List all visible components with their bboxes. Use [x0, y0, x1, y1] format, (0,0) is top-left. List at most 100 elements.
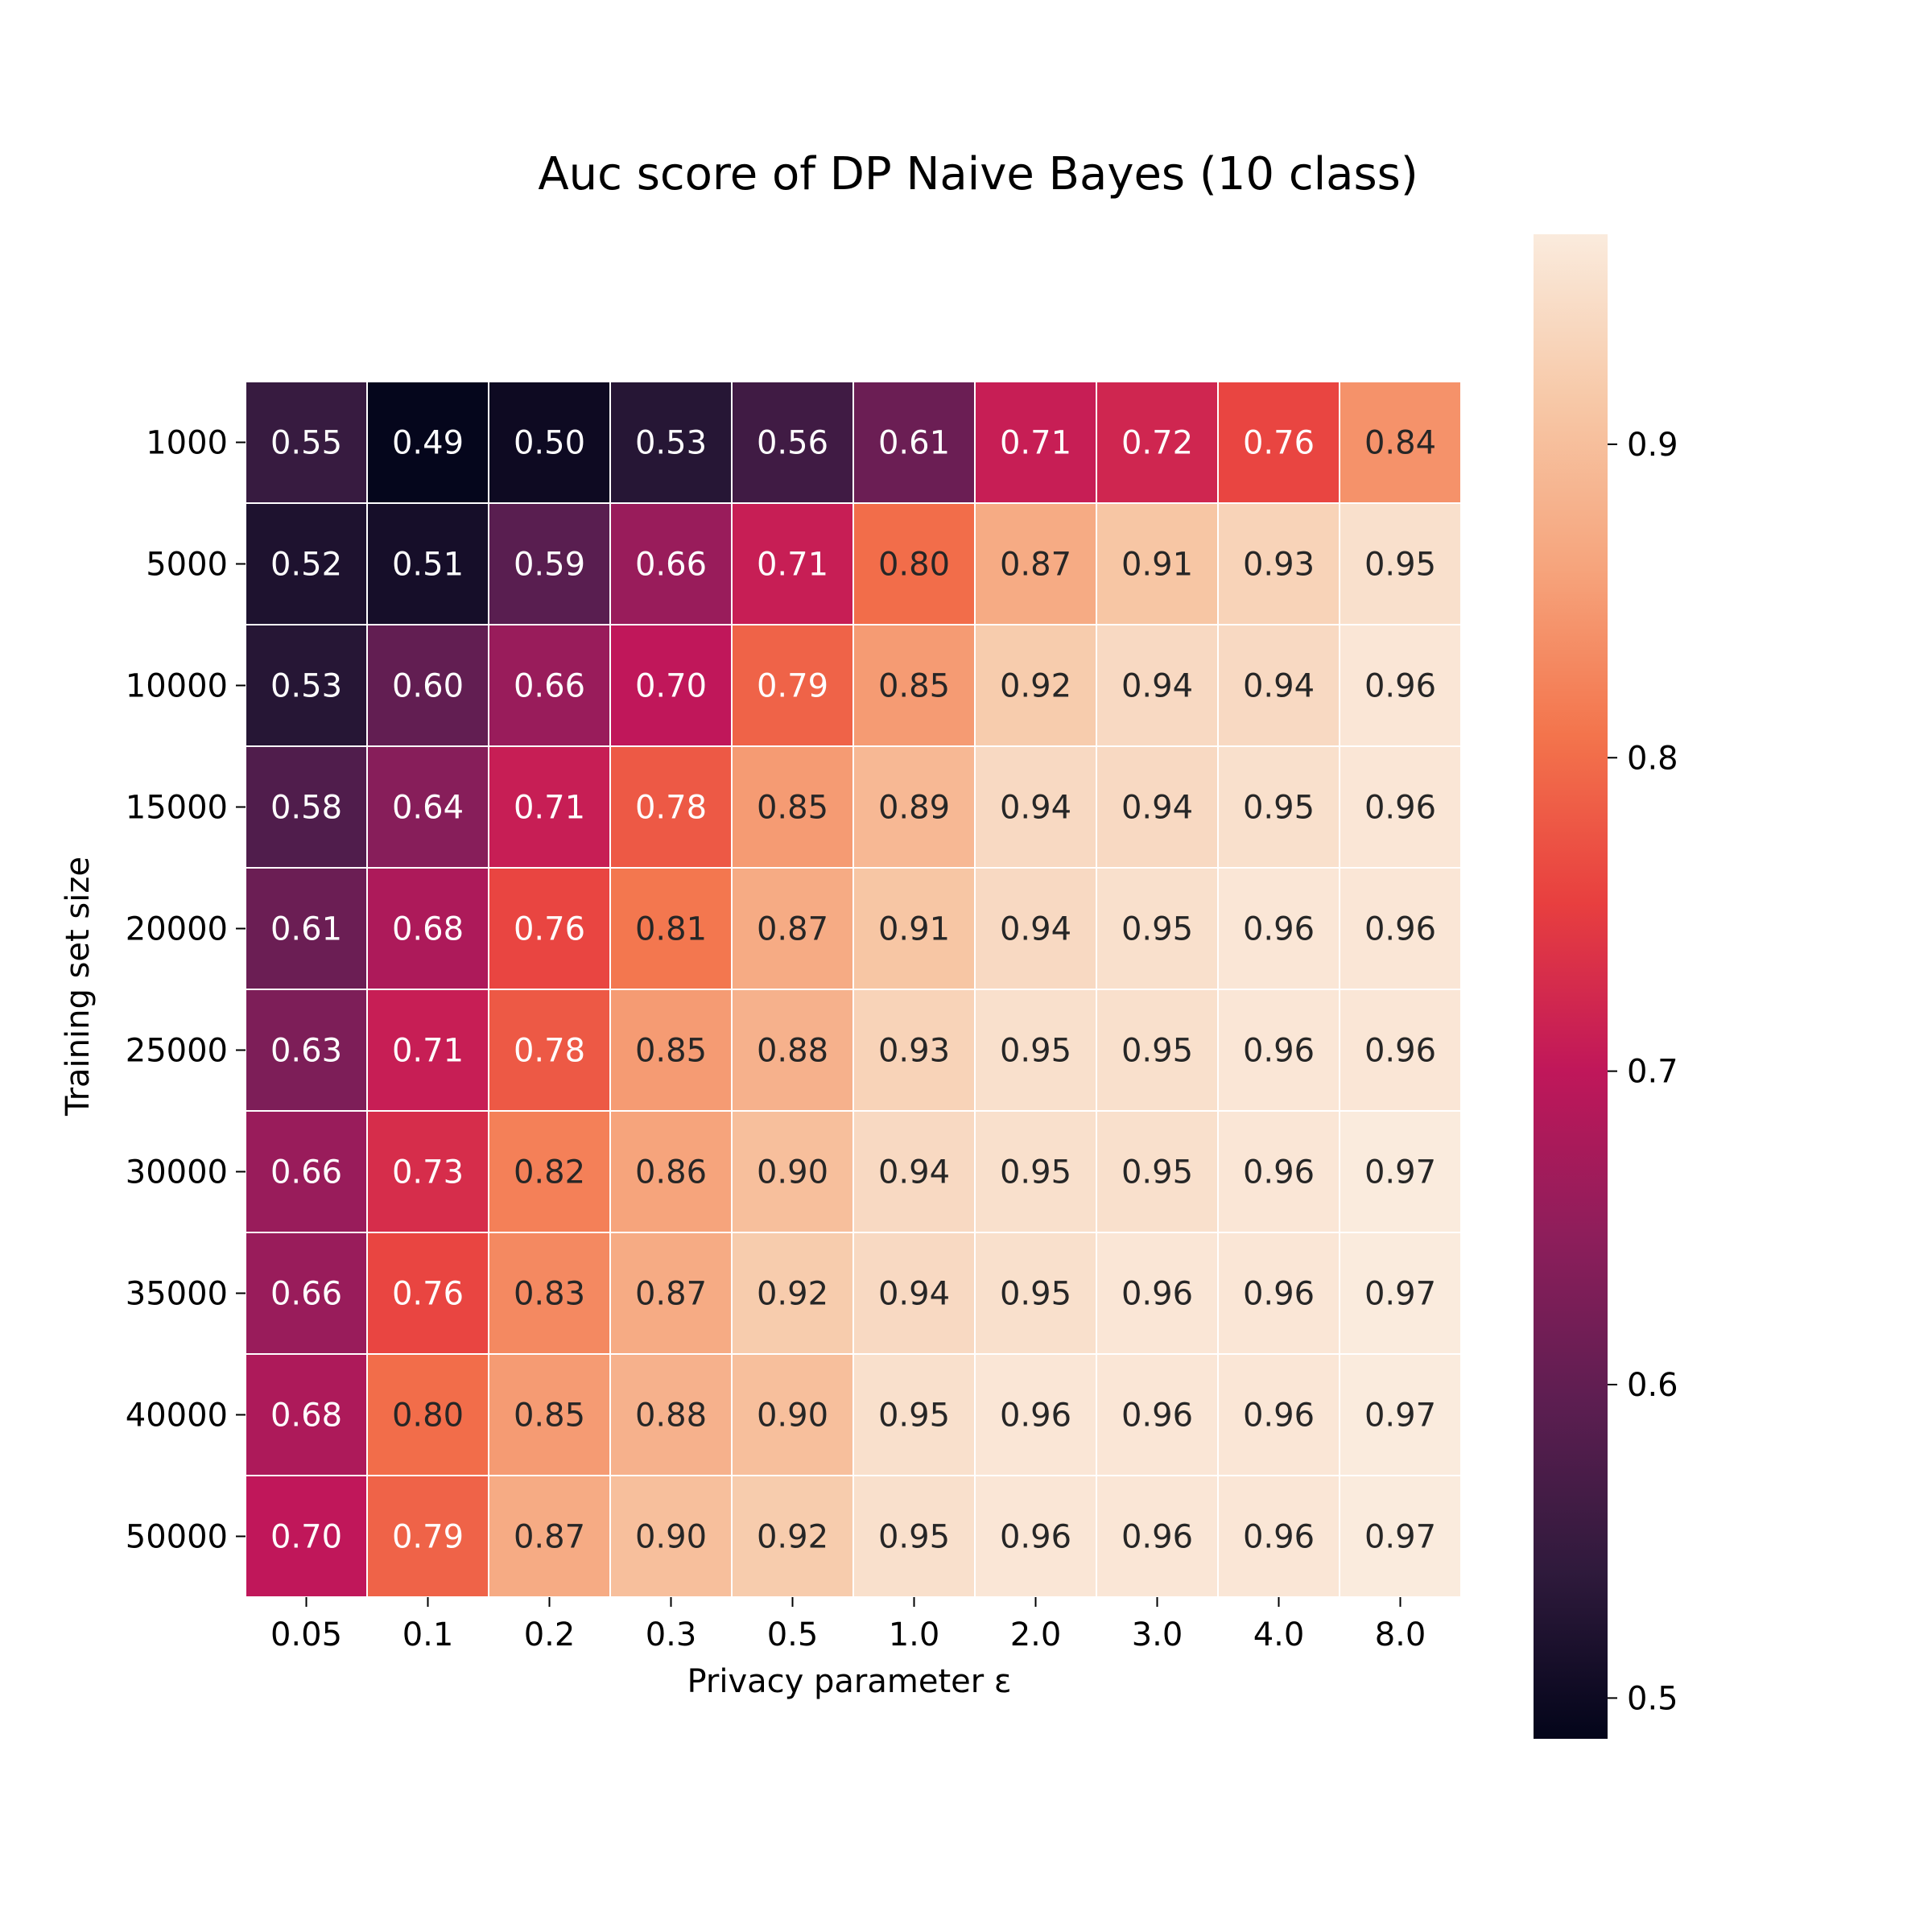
cell-value-label: 0.95	[1000, 1276, 1071, 1313]
cell-value-label: 0.96	[1364, 790, 1436, 827]
cell-value-label: 0.95	[1000, 1033, 1071, 1070]
heatmap-cell	[731, 381, 854, 504]
colorbar-tick-label: 0.7	[1627, 1054, 1678, 1091]
heatmap-cell	[731, 624, 854, 747]
heatmap-cell	[245, 989, 368, 1112]
heatmap-cell	[1217, 1353, 1340, 1476]
y-tick-label: 35000	[126, 1276, 228, 1313]
cell-value-label: 0.81	[635, 911, 707, 948]
heatmap-cell	[1339, 381, 1462, 504]
cell-value-label: 0.51	[392, 547, 464, 584]
cell-value-label: 0.63	[270, 1033, 342, 1070]
heatmap-cell	[488, 381, 611, 504]
cell-value-label: 0.93	[1243, 547, 1315, 584]
cell-value-label: 0.87	[635, 1276, 707, 1313]
heatmap-cell	[1339, 1110, 1462, 1233]
heatmap-cell	[852, 381, 976, 504]
heatmap-cell	[852, 989, 976, 1112]
heatmap-cell	[1339, 745, 1462, 869]
cell-value-label: 0.92	[757, 1276, 828, 1313]
cell-value-label: 0.94	[878, 1154, 950, 1191]
cell-value-label: 0.78	[514, 1033, 585, 1070]
cell-value-label: 0.85	[757, 790, 828, 827]
cell-value-label: 0.87	[514, 1519, 585, 1556]
heatmap-cell	[852, 1475, 976, 1598]
cell-value-label: 0.86	[635, 1154, 707, 1191]
cell-value-label: 0.95	[878, 1397, 950, 1435]
y-tick-label: 20000	[126, 911, 228, 948]
y-tick-label: 30000	[126, 1154, 228, 1191]
cell-value-label: 0.96	[1121, 1397, 1193, 1435]
x-tick-label: 0.1	[402, 1616, 454, 1653]
cell-value-label: 0.96	[1364, 668, 1436, 705]
colorbar-tick-label: 0.9	[1627, 427, 1678, 464]
cell-value-label: 0.95	[1243, 790, 1315, 827]
y-tick-label: 15000	[126, 790, 228, 827]
heatmap-cell	[366, 867, 489, 990]
heatmap-cell	[609, 381, 733, 504]
cell-value-label: 0.80	[392, 1397, 464, 1435]
y-tick-label: 40000	[126, 1397, 228, 1435]
cell-value-label: 0.87	[757, 911, 828, 948]
cell-value-label: 0.84	[1364, 425, 1436, 462]
cell-value-label: 0.91	[878, 911, 950, 948]
cell-value-label: 0.88	[757, 1033, 828, 1070]
cell-value-label: 0.79	[757, 668, 828, 705]
cell-value-label: 0.49	[392, 425, 464, 462]
cell-value-label: 0.53	[270, 668, 342, 705]
heatmap-cell	[366, 1232, 489, 1355]
heatmap-cell	[1217, 502, 1340, 625]
heatmap-cell	[731, 1353, 854, 1476]
cell-value-label: 0.85	[878, 668, 950, 705]
y-tick-label: 25000	[126, 1033, 228, 1070]
heatmap-cell	[245, 745, 368, 869]
cell-value-label: 0.68	[392, 911, 464, 948]
cell-value-label: 0.73	[392, 1154, 464, 1191]
cell-value-label: 0.85	[514, 1397, 585, 1435]
heatmap-cell	[488, 624, 611, 747]
heatmap-cell	[609, 1232, 733, 1355]
cell-value-label: 0.91	[1121, 547, 1193, 584]
cell-value-label: 0.96	[1364, 1033, 1436, 1070]
heatmap-cell	[366, 1475, 489, 1598]
heatmap-cell	[1096, 867, 1219, 990]
heatmap-cell	[731, 1475, 854, 1598]
heatmap-cell	[366, 1353, 489, 1476]
cell-value-label: 0.61	[878, 425, 950, 462]
heatmap-cell	[1096, 1232, 1219, 1355]
x-tick-label: 2.0	[1010, 1616, 1062, 1653]
heatmap-cell	[1339, 1353, 1462, 1476]
heatmap-cell	[488, 502, 611, 625]
cell-value-label: 0.90	[757, 1397, 828, 1435]
colorbar-tick-label: 0.5	[1627, 1680, 1678, 1717]
cell-value-label: 0.89	[878, 790, 950, 827]
cell-value-label: 0.90	[757, 1154, 828, 1191]
x-tick-label: 8.0	[1375, 1616, 1426, 1653]
cell-value-label: 0.76	[514, 911, 585, 948]
x-tick-label: 0.3	[646, 1616, 697, 1653]
heatmap-cell	[852, 867, 976, 990]
cell-value-label: 0.96	[1243, 1033, 1315, 1070]
cell-value-label: 0.64	[392, 790, 464, 827]
cell-value-label: 0.60	[392, 668, 464, 705]
colorbar	[1534, 234, 1608, 1739]
cell-value-label: 0.97	[1364, 1519, 1436, 1556]
cell-value-label: 0.95	[1121, 911, 1193, 948]
heatmap-cell	[1217, 624, 1340, 747]
cell-value-label: 0.96	[1243, 1276, 1315, 1313]
heatmap-cell	[1096, 1110, 1219, 1233]
heatmap-cell	[609, 1475, 733, 1598]
x-axis-label: Privacy parameter ε	[687, 1663, 1011, 1700]
cell-value-label: 0.76	[392, 1276, 464, 1313]
colorbar-tick-label: 0.6	[1627, 1367, 1678, 1404]
heatmap-cell	[1096, 381, 1219, 504]
cell-value-label: 0.96	[1243, 911, 1315, 948]
x-tick-label: 0.2	[524, 1616, 576, 1653]
x-tick-label: 1.0	[889, 1616, 940, 1653]
cell-value-label: 0.92	[1000, 668, 1071, 705]
cell-value-label: 0.56	[757, 425, 828, 462]
heatmap-cell	[488, 989, 611, 1112]
heatmap-cell	[245, 624, 368, 747]
cell-value-label: 0.52	[270, 547, 342, 584]
y-axis-label: Training set size	[60, 857, 97, 1117]
